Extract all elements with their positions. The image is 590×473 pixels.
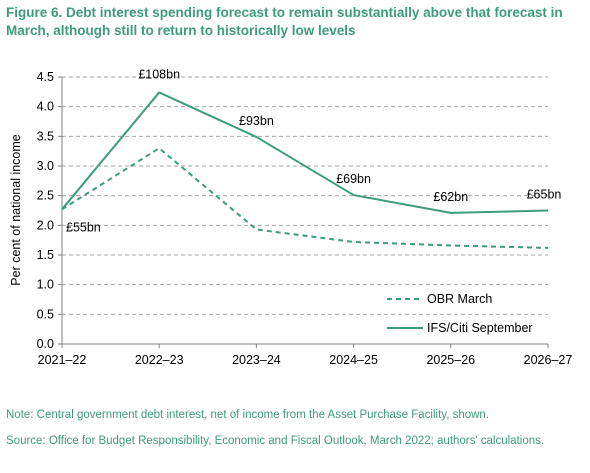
x-tick-label: 2022–23 xyxy=(135,353,184,367)
x-tick-label: 2026–27 xyxy=(524,353,573,367)
x-axis: 2021–22 2022–23 2023–24 2024–25 2025–26 2026–… xyxy=(38,343,573,367)
y-axis: 0.0 0.5 1.0 1.5 2.0 2.5 3.0 3.5 4.0 4.5 xyxy=(37,70,63,351)
x-tick-label: 2021–22 xyxy=(38,353,87,367)
y-tick-label: 2.5 xyxy=(37,189,54,203)
legend-entry: OBR March xyxy=(427,292,492,306)
series-line-ifs-citi-september xyxy=(61,91,549,214)
legend-entry: IFS/Citi September xyxy=(427,321,533,335)
y-tick-label: 1.0 xyxy=(37,278,54,292)
data-label: £69bn xyxy=(336,172,371,186)
data-label: £93bn xyxy=(239,114,274,128)
data-label: £62bn xyxy=(433,190,468,204)
y-axis-label: Per cent of national income xyxy=(9,134,23,286)
y-tick-label: 3.5 xyxy=(37,129,54,143)
series-line-obr-march xyxy=(61,147,549,249)
series-lines xyxy=(61,91,549,249)
gridlines xyxy=(62,76,548,315)
data-label: £65bn xyxy=(527,188,562,202)
y-tick-label: 0.5 xyxy=(37,307,54,321)
y-tick-label: 3.0 xyxy=(37,159,54,173)
data-labels: £55bn £108bn £93bn £69bn £62bn £65bn xyxy=(66,67,561,234)
y-tick-label: 4.5 xyxy=(37,70,54,84)
figure-note: Note: Central government debt interest, … xyxy=(6,409,490,421)
figure-source: Source: Office for Budget Responsibility… xyxy=(6,435,545,447)
y-tick-label: 0.0 xyxy=(37,337,54,351)
y-tick-label: 1.5 xyxy=(37,248,54,262)
legend: OBR March IFS/Citi September xyxy=(387,292,533,335)
y-tick-label: 4.0 xyxy=(37,100,54,114)
figure-title: Figure 6. Debt interest spending forecas… xyxy=(6,5,563,38)
y-tick-label: 2.0 xyxy=(37,218,54,232)
data-label: £108bn xyxy=(138,67,180,81)
x-tick-label: 2023–24 xyxy=(232,353,281,367)
data-label: £55bn xyxy=(66,220,101,234)
x-tick-label: 2025–26 xyxy=(426,353,475,367)
line-chart: 0.00.51.01.52.02.53.03.54.04.5 2021–22 20… xyxy=(9,67,573,367)
x-tick-label: 2024–25 xyxy=(329,353,378,367)
